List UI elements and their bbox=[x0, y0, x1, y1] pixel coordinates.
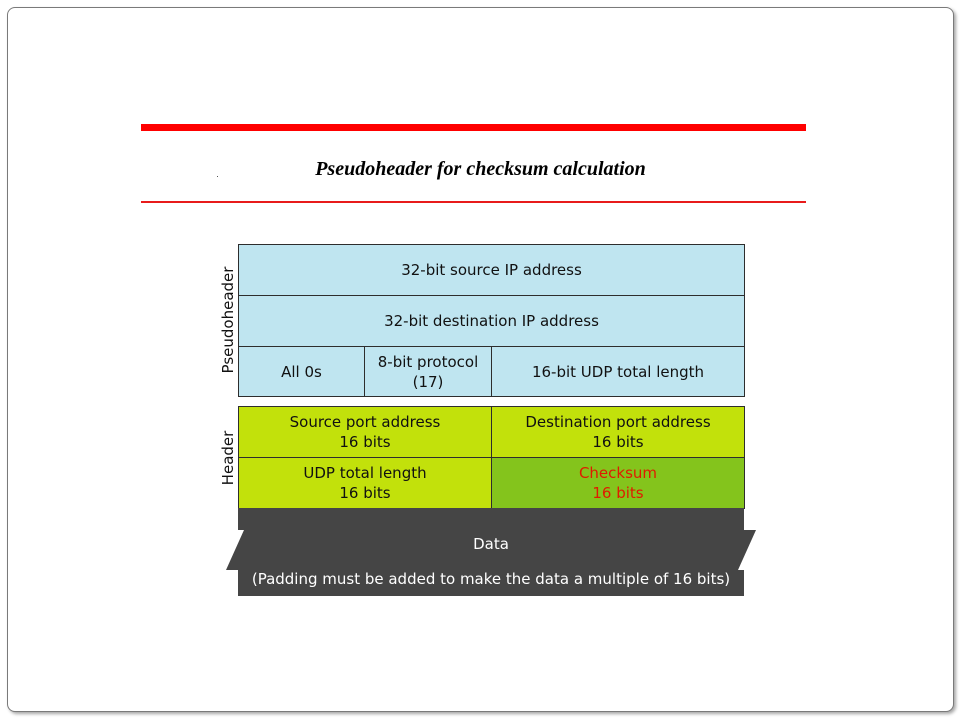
udp-length-text: 16-bit UDP total length bbox=[531, 362, 705, 381]
all-zeros-text: All 0s bbox=[281, 362, 322, 381]
total-length-text: UDP total length bbox=[303, 464, 427, 482]
total-length-cell: UDP total length 16 bits bbox=[238, 457, 492, 509]
data-label: Data bbox=[473, 535, 509, 553]
checksum-text: Checksum bbox=[578, 464, 658, 482]
source-port-cell: Source port address 16 bits bbox=[238, 406, 492, 458]
pseudoheader-label: Pseudoheader bbox=[219, 266, 237, 374]
data-shape bbox=[226, 508, 756, 596]
stray-dot bbox=[217, 176, 218, 177]
destination-port-size: 16 bits bbox=[592, 433, 644, 451]
checksum-cell: Checksum 16 bits bbox=[491, 457, 745, 509]
source-port-text: Source port address bbox=[289, 413, 441, 431]
all-zeros-cell: All 0s bbox=[238, 346, 365, 397]
total-length-size: 16 bits bbox=[339, 484, 391, 502]
slide-title: Pseudoheader for checksum calculation bbox=[315, 158, 646, 180]
source-ip-cell: 32-bit source IP address bbox=[238, 244, 745, 296]
source-ip-text: 32-bit source IP address bbox=[401, 261, 582, 279]
protocol-value: (17) bbox=[412, 372, 444, 391]
udp-length-cell: 16-bit UDP total length bbox=[491, 346, 745, 397]
title-bottom-rule bbox=[141, 201, 806, 203]
destination-port-text: Destination port address bbox=[525, 413, 711, 431]
padding-note: (Padding must be added to make the data … bbox=[251, 570, 731, 588]
destination-port-cell: Destination port address 16 bits bbox=[491, 406, 745, 458]
destination-ip-text: 32-bit destination IP address bbox=[384, 312, 599, 330]
title-top-rule bbox=[141, 124, 806, 131]
protocol-cell: 8-bit protocol (17) bbox=[364, 346, 492, 397]
data-block bbox=[226, 508, 756, 596]
header-label: Header bbox=[219, 430, 237, 486]
protocol-text: 8-bit protocol bbox=[377, 352, 479, 371]
destination-ip-cell: 32-bit destination IP address bbox=[238, 295, 745, 347]
checksum-size: 16 bits bbox=[592, 484, 644, 502]
source-port-size: 16 bits bbox=[339, 433, 391, 451]
